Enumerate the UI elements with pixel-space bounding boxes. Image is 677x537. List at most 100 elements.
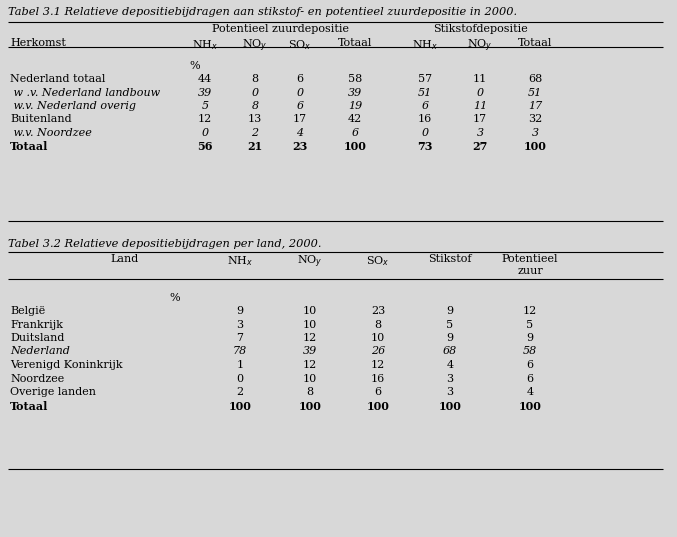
Text: 11: 11 xyxy=(473,101,487,111)
Text: Buitenland: Buitenland xyxy=(10,114,72,125)
Text: 0: 0 xyxy=(477,88,483,98)
Text: 13: 13 xyxy=(248,114,262,125)
Text: 39: 39 xyxy=(303,346,317,357)
Text: SO$_x$: SO$_x$ xyxy=(288,38,311,52)
Text: NO$_y$: NO$_y$ xyxy=(242,38,268,54)
Text: 100: 100 xyxy=(439,401,462,411)
Text: 8: 8 xyxy=(307,387,313,397)
Text: 0: 0 xyxy=(297,88,303,98)
Text: %: % xyxy=(190,61,200,71)
Text: 9: 9 xyxy=(527,333,533,343)
Text: Noordzee: Noordzee xyxy=(10,374,64,383)
Text: 3: 3 xyxy=(531,128,539,138)
Text: 3: 3 xyxy=(477,128,483,138)
Text: 6: 6 xyxy=(527,360,533,370)
Text: Potentieel
zuur: Potentieel zuur xyxy=(502,254,559,275)
Text: 2: 2 xyxy=(236,387,244,397)
Text: 9: 9 xyxy=(236,306,244,316)
Text: 100: 100 xyxy=(229,401,251,411)
Text: 78: 78 xyxy=(233,346,247,357)
Text: 2: 2 xyxy=(251,128,259,138)
Text: 12: 12 xyxy=(371,360,385,370)
Text: 7: 7 xyxy=(236,333,244,343)
Text: 0: 0 xyxy=(422,128,429,138)
Text: 1: 1 xyxy=(236,360,244,370)
Text: Overige landen: Overige landen xyxy=(10,387,96,397)
Text: 100: 100 xyxy=(343,142,366,153)
Text: NO$_y$: NO$_y$ xyxy=(467,38,493,54)
Text: Potentieel zuurdepositie: Potentieel zuurdepositie xyxy=(211,24,349,34)
Text: Duitsland: Duitsland xyxy=(10,333,64,343)
Text: 56: 56 xyxy=(197,142,213,153)
Text: 10: 10 xyxy=(303,374,317,383)
Text: 44: 44 xyxy=(198,74,212,84)
Text: 23: 23 xyxy=(371,306,385,316)
Text: 32: 32 xyxy=(528,114,542,125)
Text: 8: 8 xyxy=(251,74,259,84)
Text: 10: 10 xyxy=(303,320,317,330)
Text: 9: 9 xyxy=(446,306,454,316)
Text: 100: 100 xyxy=(519,401,542,411)
Text: Frankrijk: Frankrijk xyxy=(10,320,63,330)
Text: 17: 17 xyxy=(473,114,487,125)
Text: w.v. Noordzee: w.v. Noordzee xyxy=(10,128,92,138)
Text: 58: 58 xyxy=(523,346,537,357)
Text: 3: 3 xyxy=(236,320,244,330)
Text: 8: 8 xyxy=(251,101,259,111)
Text: 12: 12 xyxy=(303,360,317,370)
Text: w .v. Nederland landbouw: w .v. Nederland landbouw xyxy=(10,88,160,98)
Text: 12: 12 xyxy=(523,306,537,316)
Text: 12: 12 xyxy=(198,114,212,125)
Text: 9: 9 xyxy=(446,333,454,343)
Text: 100: 100 xyxy=(366,401,389,411)
Text: Totaal: Totaal xyxy=(10,142,48,153)
Text: 16: 16 xyxy=(371,374,385,383)
Text: 17: 17 xyxy=(293,114,307,125)
Text: 16: 16 xyxy=(418,114,432,125)
Text: Nederland: Nederland xyxy=(10,346,70,357)
Text: 6: 6 xyxy=(374,387,382,397)
Text: SO$_x$: SO$_x$ xyxy=(366,254,390,268)
Text: 4: 4 xyxy=(527,387,533,397)
Text: 23: 23 xyxy=(292,142,307,153)
Text: 4: 4 xyxy=(297,128,303,138)
Text: 27: 27 xyxy=(473,142,487,153)
Text: Nederland totaal: Nederland totaal xyxy=(10,74,106,84)
Text: België: België xyxy=(10,306,45,316)
Text: NH$_x$: NH$_x$ xyxy=(192,38,218,52)
Text: 68: 68 xyxy=(528,74,542,84)
Text: 5: 5 xyxy=(446,320,454,330)
Text: 58: 58 xyxy=(348,74,362,84)
Text: 6: 6 xyxy=(297,101,303,111)
Text: 4: 4 xyxy=(446,360,454,370)
Text: 73: 73 xyxy=(417,142,433,153)
Text: Land: Land xyxy=(111,254,139,264)
Text: 17: 17 xyxy=(528,101,542,111)
Text: 12: 12 xyxy=(303,333,317,343)
Text: 68: 68 xyxy=(443,346,457,357)
Text: %: % xyxy=(169,293,180,303)
Text: 51: 51 xyxy=(528,88,542,98)
Text: 11: 11 xyxy=(473,74,487,84)
Text: Totaal: Totaal xyxy=(338,38,372,48)
Text: Totaal: Totaal xyxy=(10,401,48,411)
Text: 100: 100 xyxy=(523,142,546,153)
Text: 39: 39 xyxy=(198,88,212,98)
Text: Totaal: Totaal xyxy=(518,38,552,48)
Text: 3: 3 xyxy=(446,374,454,383)
Text: 42: 42 xyxy=(348,114,362,125)
Text: w.v. Nederland overig: w.v. Nederland overig xyxy=(10,101,136,111)
Text: NH$_x$: NH$_x$ xyxy=(227,254,253,268)
Text: 0: 0 xyxy=(251,88,259,98)
Text: 6: 6 xyxy=(351,128,359,138)
Text: 21: 21 xyxy=(247,142,263,153)
Text: 8: 8 xyxy=(374,320,382,330)
Text: 6: 6 xyxy=(527,374,533,383)
Text: Herkomst: Herkomst xyxy=(10,38,66,48)
Text: Stikstofdepositie: Stikstofdepositie xyxy=(433,24,527,34)
Text: 6: 6 xyxy=(422,101,429,111)
Text: NO$_y$: NO$_y$ xyxy=(297,254,323,271)
Text: 0: 0 xyxy=(202,128,209,138)
Text: 26: 26 xyxy=(371,346,385,357)
Text: 5: 5 xyxy=(527,320,533,330)
